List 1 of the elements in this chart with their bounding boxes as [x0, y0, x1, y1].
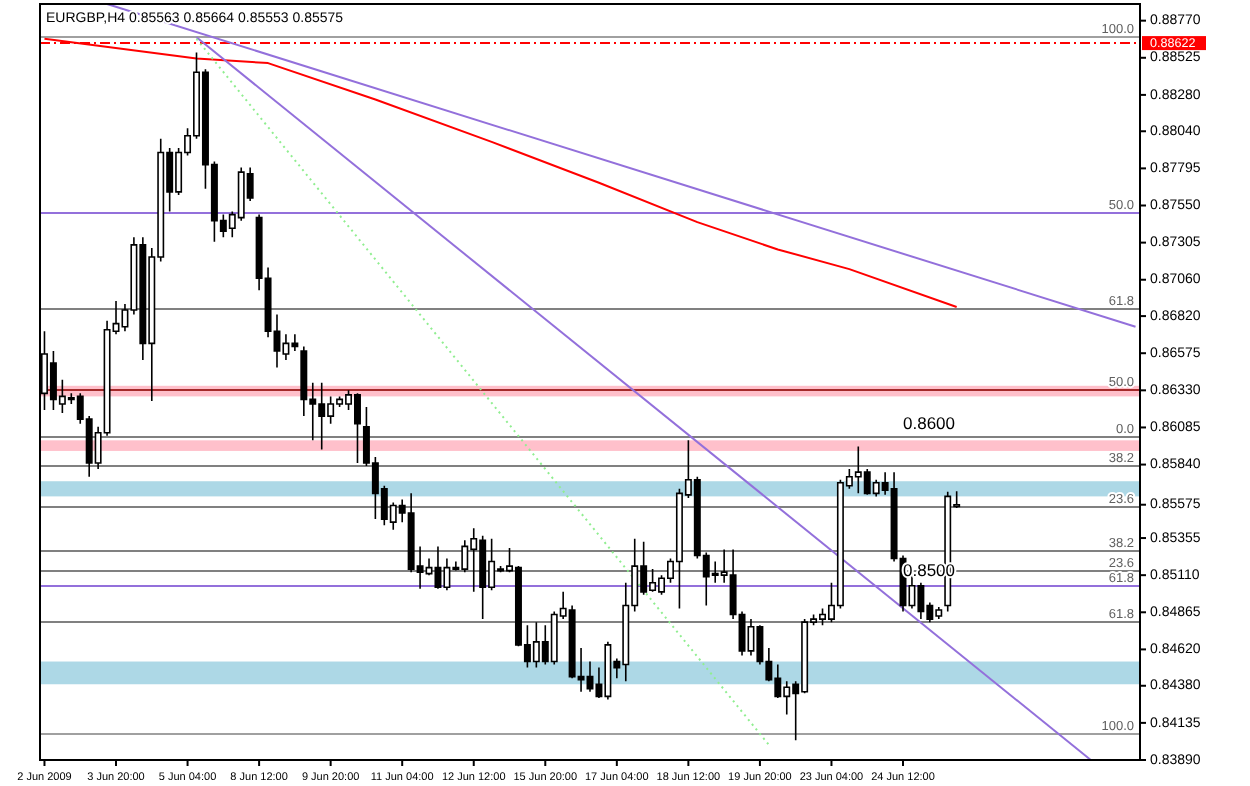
annotation: 0.8600: [903, 412, 956, 433]
